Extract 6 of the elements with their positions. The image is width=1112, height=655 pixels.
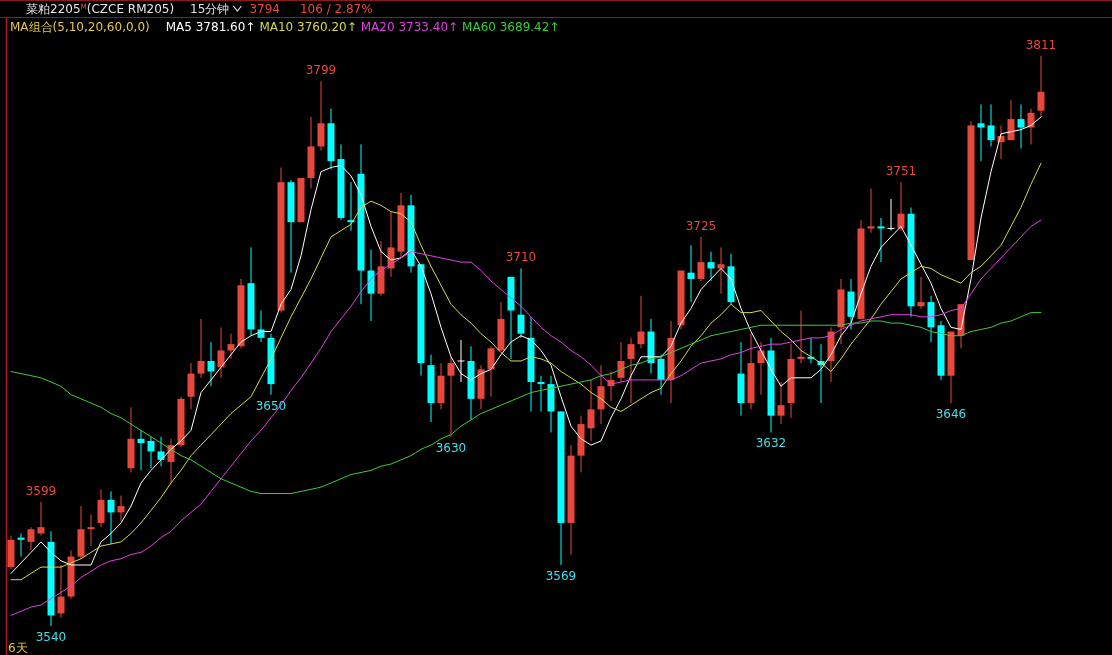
- annotation: MA组合(5,10,20,60,0,0): [10, 20, 150, 34]
- annotation: 106 / 2.87%: [299, 2, 373, 16]
- title: 菜粕2205$^{M}$(CZCE RM205): [26, 1, 175, 16]
- annotation: 6天: [8, 641, 28, 655]
- annotation: 15分钟: [190, 2, 230, 16]
- annotation: 3794: [249, 2, 280, 16]
